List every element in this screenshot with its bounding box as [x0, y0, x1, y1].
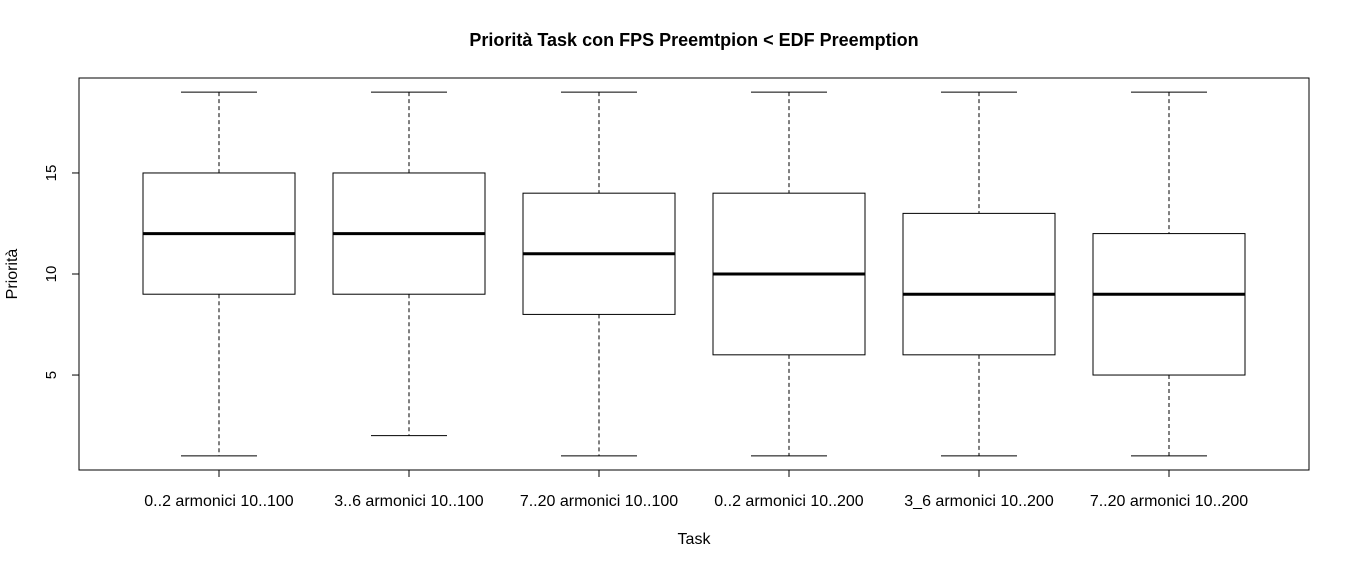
- x-axis-label: Task: [678, 531, 712, 548]
- y-tick-label: 5: [43, 371, 60, 379]
- y-tick-label: 10: [43, 266, 60, 283]
- box-group: [1092, 91, 1246, 457]
- x-tick-label: 3_6 armonici 10..200: [904, 493, 1054, 510]
- box-group: [142, 91, 296, 457]
- box-group: [522, 91, 676, 457]
- y-axis: 5 10 15: [43, 165, 79, 379]
- chart-title: Priorità Task con FPS Preemtpion < EDF P…: [469, 30, 918, 50]
- boxes-layer: [142, 91, 1246, 457]
- box-group: [712, 91, 866, 457]
- box-group: [902, 91, 1056, 457]
- y-axis-label: Priorità: [4, 249, 21, 300]
- x-tick-label: 7..20 armonici 10..100: [520, 493, 678, 510]
- x-axis: 0..2 armonici 10..100 3..6 armonici 10..1…: [144, 470, 1248, 510]
- x-tick-label: 3..6 armonici 10..100: [334, 493, 484, 510]
- y-tick-label: 15: [43, 165, 60, 182]
- x-tick-label: 7..20 armonici 10..200: [1090, 493, 1248, 510]
- box-group: [332, 91, 486, 437]
- iqr-box: [902, 212, 1056, 356]
- x-tick-label: 0..2 armonici 10..200: [714, 493, 864, 510]
- iqr-box: [1092, 233, 1246, 376]
- x-tick-label: 0..2 armonici 10..100: [144, 493, 294, 510]
